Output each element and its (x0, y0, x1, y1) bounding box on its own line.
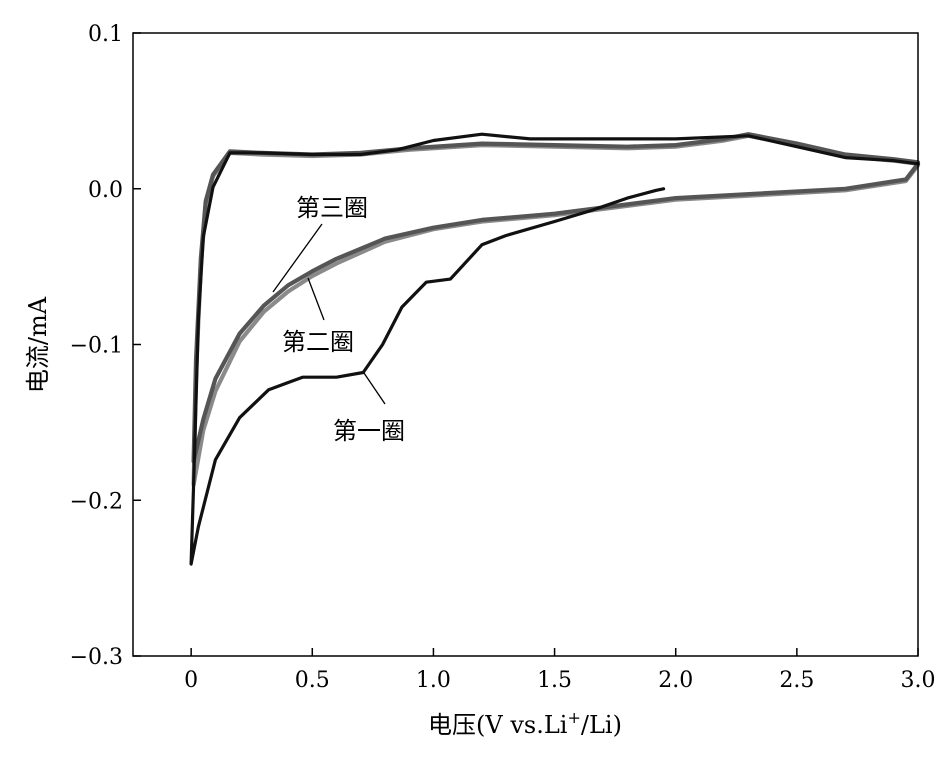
x-axis-label: 电压(V vs.Li+/Li) (428, 708, 622, 739)
annotation-leader-line (272, 223, 323, 293)
x-tick-label: 2.0 (658, 668, 693, 693)
x-tick-label: 3.0 (901, 668, 936, 693)
x-tick-label: 0 (184, 668, 198, 693)
x-tick-label: 2.5 (779, 668, 814, 693)
annotation-leader-line (363, 372, 386, 405)
x-tick-label: 1.0 (416, 668, 451, 693)
series-line-cycle-1 (189, 132, 920, 566)
x-tick-label: 1.5 (537, 668, 572, 693)
annotation-label: 第三圈 (296, 194, 368, 222)
annotation-label: 第一圈 (333, 417, 405, 445)
x-axis: 0 0.5 1.0 1.5 2.0 2.5 3.0 (184, 648, 936, 693)
x-tick-label: 0.5 (295, 668, 330, 693)
series-line-cycle-2 (191, 133, 921, 487)
annotation-label: 第二圈 (282, 328, 354, 356)
y-tick-label: 0.0 (88, 178, 123, 203)
series-line-cycle-3 (191, 132, 921, 464)
y-tick-label: −0.1 (70, 334, 123, 359)
plot-frame (132, 32, 919, 657)
series-layer (189, 132, 921, 566)
y-tick-label: −0.3 (70, 645, 123, 670)
y-tick-label: −0.2 (70, 489, 123, 514)
y-axis-label: 电流/mA (24, 296, 52, 393)
y-tick-label: 0.1 (88, 22, 123, 47)
annotation-leader-line (307, 277, 325, 321)
y-axis: 0.1 0.0 −0.1 −0.2 −0.3 (70, 22, 141, 670)
